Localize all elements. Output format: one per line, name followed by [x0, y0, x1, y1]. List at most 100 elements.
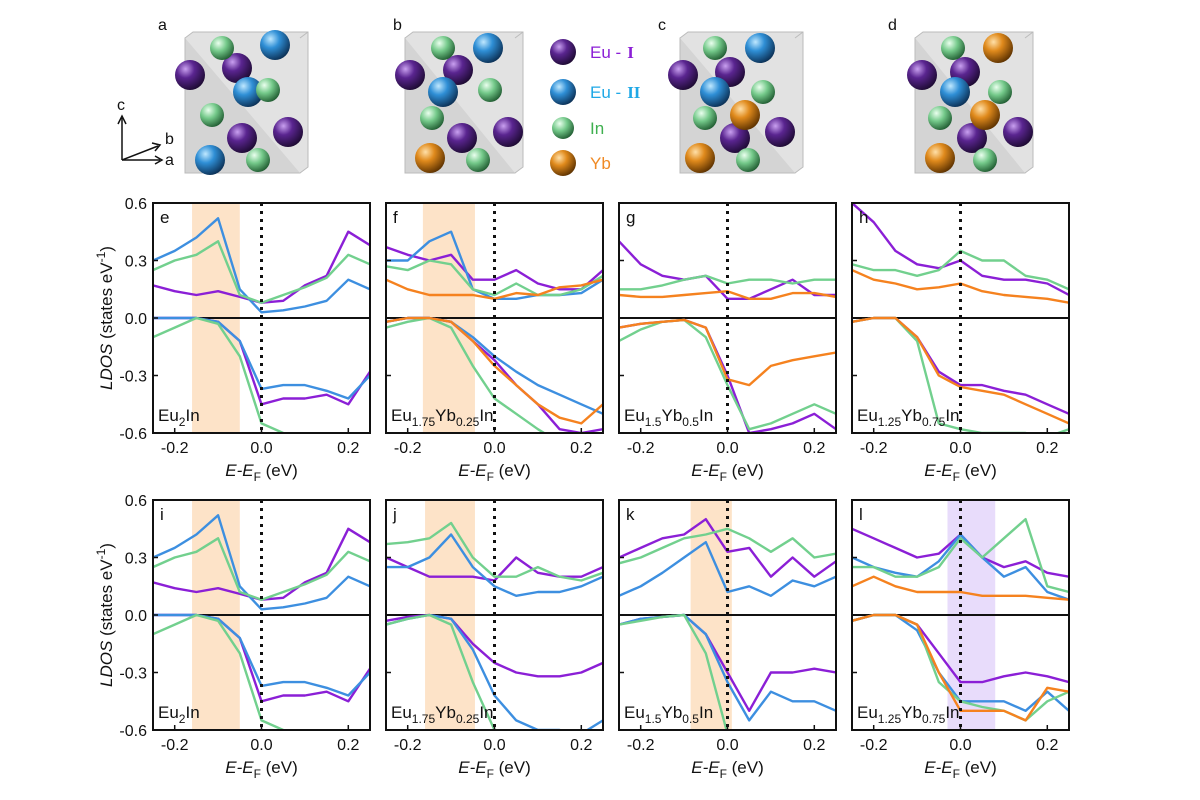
y-tick-label: 0.3 — [125, 551, 147, 568]
x-tick-label: -0.2 — [627, 440, 655, 457]
material-text: In — [185, 703, 199, 722]
x-tick-label: 0.2 — [570, 737, 592, 754]
x-label-sub: F — [254, 470, 261, 484]
atom — [273, 117, 303, 147]
atom — [431, 36, 455, 60]
atom — [466, 148, 490, 172]
atom — [175, 60, 205, 90]
x-axis-label: E-EF (eV) — [225, 461, 298, 484]
atom — [970, 100, 1000, 130]
axis-label: b — [165, 131, 174, 148]
atom — [473, 33, 503, 63]
ldos-line — [619, 240, 836, 300]
ldos-line — [386, 533, 603, 597]
atom — [200, 103, 224, 127]
atom — [233, 77, 263, 107]
atom — [246, 148, 270, 172]
atom — [765, 117, 795, 147]
legend-marker — [550, 39, 576, 65]
atom — [720, 123, 750, 153]
x-tick-label: -0.2 — [627, 737, 655, 754]
x-axis-label: E-EF (eV) — [225, 758, 298, 781]
x-label-sub: F — [487, 470, 494, 484]
x-label-var: E-E — [924, 461, 953, 480]
material-text: Eu — [158, 703, 179, 722]
ldos-line — [619, 527, 836, 565]
y-label-sup: -1 — [94, 548, 108, 559]
legend-label: In — [590, 119, 604, 138]
x-label-sub: F — [720, 470, 727, 484]
y-axis-label: LDOS (states eV-1) — [94, 246, 116, 390]
legend-marker — [552, 117, 574, 139]
x-tick-label: 0.2 — [570, 440, 592, 457]
material-subscript: 2 — [179, 712, 186, 726]
ldos-line — [153, 537, 370, 601]
x-label-unit: (eV) — [960, 758, 997, 777]
axis-tripod — [117, 114, 164, 165]
legend-name: Eu - — [590, 43, 621, 62]
x-tick-label: 0.2 — [803, 737, 825, 754]
material-text: In — [185, 406, 199, 425]
material-text: Eu — [624, 406, 645, 425]
material-label: Eu1.5Yb0.5In — [624, 406, 713, 429]
material-subscript: 1.25 — [878, 415, 902, 429]
x-label-var: E-E — [691, 461, 720, 480]
x-label-sub: F — [487, 767, 494, 781]
y-tick-label: -0.6 — [119, 426, 147, 443]
x-label-var: E-E — [458, 758, 487, 777]
y-tick-label: -0.6 — [119, 723, 147, 740]
atom — [685, 143, 715, 173]
material-text: Yb — [901, 406, 922, 425]
y-tick-label: 0.0 — [125, 311, 147, 328]
material-text: Yb — [435, 406, 456, 425]
ldos-line — [386, 278, 603, 300]
ldos-line — [153, 316, 370, 406]
y-label-var: LDOS — [97, 343, 116, 390]
ldos-line — [153, 240, 370, 304]
x-tick-label: 0.0 — [716, 440, 738, 457]
atom — [256, 78, 280, 102]
ldos-line — [619, 518, 836, 578]
material-subscript: 0.5 — [682, 712, 699, 726]
ldos-line — [153, 613, 370, 703]
arrow-head — [117, 114, 127, 125]
atom — [210, 36, 234, 60]
atom — [703, 36, 727, 60]
x-label-unit: (eV) — [727, 461, 764, 480]
x-tick-label: 0.2 — [337, 737, 359, 754]
ldos-line — [153, 613, 370, 697]
atom — [428, 77, 458, 107]
legend-numeral: I — [627, 43, 634, 62]
legend-marker — [550, 79, 576, 105]
legend-name: In — [590, 119, 604, 138]
ldos-line — [153, 316, 356, 433]
x-tick-label: 0.2 — [337, 440, 359, 457]
material-subscript: 1.5 — [645, 712, 662, 726]
ldos-line — [386, 521, 603, 582]
x-label-var: E-E — [691, 758, 720, 777]
material-label: Eu1.75Yb0.25In — [391, 406, 494, 429]
y-tick-label: -0.3 — [119, 369, 147, 386]
ldos-line — [619, 541, 836, 597]
material-subscript: 0.25 — [456, 415, 480, 429]
atom — [415, 143, 445, 173]
material-label: Eu1.75Yb0.25In — [391, 703, 494, 726]
x-label-unit: (eV) — [261, 461, 298, 480]
x-label-var: E-E — [924, 758, 953, 777]
x-axis-label: E-EF (eV) — [691, 461, 764, 484]
atom — [928, 106, 952, 130]
ldos-line — [386, 245, 603, 291]
x-axis-label: E-EF (eV) — [458, 758, 531, 781]
axis-arrow — [121, 145, 159, 161]
unit-cell-edge — [914, 31, 1034, 174]
x-tick-label: 0.0 — [949, 737, 971, 754]
material-text: Eu — [857, 703, 878, 722]
x-label-unit: (eV) — [960, 461, 997, 480]
legend-name: Yb — [590, 154, 611, 173]
ldos-line — [153, 514, 370, 611]
atom — [395, 60, 425, 90]
atom — [1003, 117, 1033, 147]
atom — [983, 33, 1013, 63]
material-text: Eu — [624, 703, 645, 722]
legend-name: Eu - — [590, 83, 621, 102]
